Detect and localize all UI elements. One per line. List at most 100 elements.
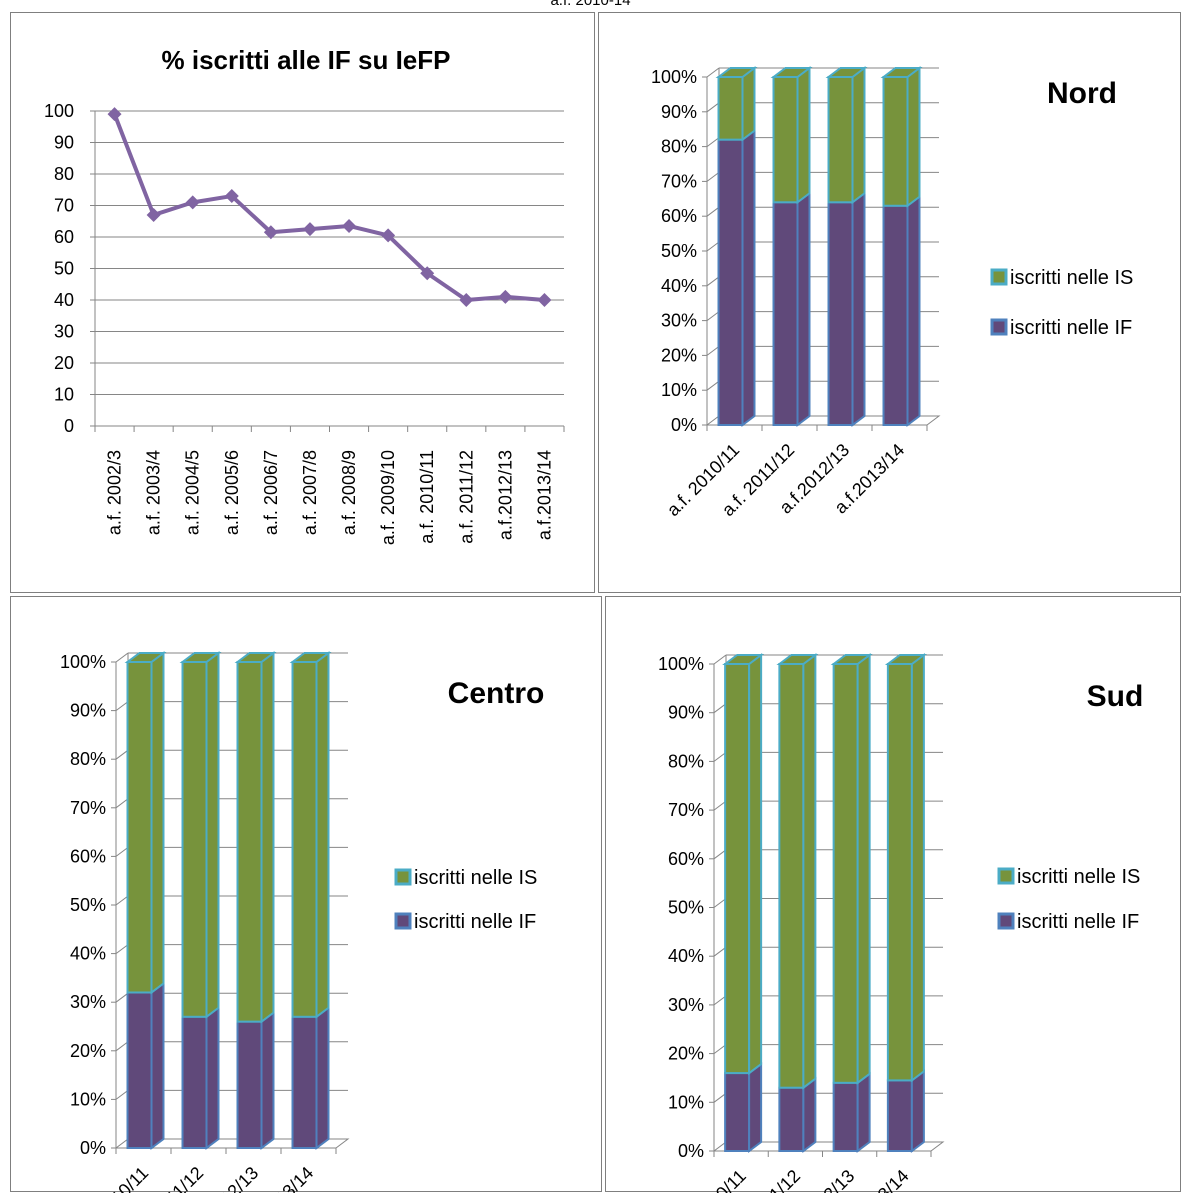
- data-point: [263, 225, 278, 240]
- data-point: [107, 107, 122, 122]
- y-tick-label: 80%: [661, 137, 697, 157]
- chart-title: Centro: [448, 677, 545, 710]
- legend-swatch: [394, 868, 412, 886]
- y-tick-label: 40%: [70, 944, 106, 964]
- y-tick-label: 100: [44, 101, 74, 121]
- legend-swatch: [997, 912, 1015, 930]
- y-tick-label: 50: [54, 259, 74, 279]
- y-tick-label: 60: [54, 227, 74, 247]
- bar-segment: [772, 201, 799, 426]
- bar-side: [150, 651, 165, 995]
- bar-side: [150, 981, 165, 1150]
- bar-top: [880, 67, 923, 78]
- bar-side: [741, 66, 756, 142]
- gridline-depth: [115, 895, 129, 906]
- y-tick-label: 10%: [70, 1089, 106, 1109]
- bar-side: [906, 66, 921, 208]
- legend-label: iscritti nelle IF: [1010, 317, 1132, 339]
- gridline-depth: [115, 846, 129, 857]
- bar-segment: [827, 201, 854, 426]
- bar-top: [715, 67, 758, 78]
- bar-side: [260, 1010, 275, 1150]
- gridline-depth: [706, 276, 720, 287]
- bar-side: [796, 191, 811, 427]
- y-tick-label: 60%: [668, 849, 704, 869]
- bar-segment: [291, 1015, 318, 1149]
- y-tick-label: 10%: [661, 380, 697, 400]
- bar-segment: [778, 663, 805, 1089]
- y-tick-label: 90%: [70, 701, 106, 721]
- y-tick-label: 0: [64, 416, 74, 436]
- bar-side: [856, 1071, 871, 1153]
- line-chart: % iscritti alle IF su IeFP 0 10 20 30 40 50 60 7…: [44, 45, 565, 545]
- legend-label: iscritti nelle IF: [1017, 911, 1139, 933]
- bar-side: [205, 651, 220, 1019]
- sud-stacked-bar-chart: Sud 0% 10% 20% 30% 40% 50% 60% 70% 80% 90% 100% a.f.…: [658, 653, 1143, 1193]
- x-tick-label: a.f. 2010/11: [670, 1166, 750, 1193]
- y-tick-label: 20%: [661, 345, 697, 365]
- gridline-depth: [713, 703, 727, 714]
- gridline-depth: [115, 992, 129, 1003]
- gridline-depth: [706, 102, 720, 113]
- y-tick-label: 60%: [661, 206, 697, 226]
- bar-side: [315, 1005, 330, 1150]
- y-tick-label: 30%: [668, 995, 704, 1015]
- nord-stacked-bar-chart: Nord0%10%20%30%40%50%60%70%80%90%100%a.f…: [651, 66, 1133, 520]
- bar-segment: [882, 204, 909, 426]
- gridline-depth: [115, 798, 129, 809]
- gridline-depth: [713, 800, 727, 811]
- bar-side: [851, 66, 866, 205]
- chart-panel-nord: Nord 0% 10% 20% 30% 40% 50% 60% 70% 80% 90% 100% a.f…: [598, 12, 1181, 593]
- y-tick-label: 70%: [70, 798, 106, 818]
- legend-swatch: [990, 268, 1008, 286]
- x-tick-label: a.f. 2010/11: [417, 450, 437, 544]
- y-tick-label: 30%: [661, 311, 697, 331]
- bar-segment: [181, 661, 208, 1018]
- gridline-depth: [115, 701, 129, 711]
- bar-segment: [181, 1015, 208, 1149]
- bar-side: [802, 1076, 817, 1153]
- x-tick-label: a.f. 2009/10: [378, 450, 398, 545]
- bar-segment: [126, 991, 153, 1150]
- x-tick-label: a.f. 2011/12: [456, 450, 476, 544]
- x-tick-label: a.f. 2003/4: [144, 450, 164, 535]
- bar-side: [748, 1062, 763, 1153]
- gridline-depth: [115, 749, 129, 760]
- data-point: [146, 207, 161, 222]
- centro-stacked-bar-chart: Centro 0% 10% 20% 30% 40% 50% 60% 70% 80% 90% 100% a…: [60, 651, 545, 1193]
- bar-segment: [827, 76, 854, 204]
- bar-segment: [236, 661, 263, 1023]
- chart-title: % iscritti alle IF su IeFP: [162, 45, 451, 75]
- chart-panel-centro: Centro 0% 10% 20% 30% 40% 50% 60% 70% 80% 90% 100% a…: [10, 596, 602, 1193]
- gridline-depth: [115, 1089, 129, 1100]
- x-tick-label: a.f. 2010/11: [72, 1163, 152, 1193]
- y-tick-label: 0%: [678, 1141, 704, 1161]
- bar-segment: [236, 1020, 263, 1150]
- bar-side: [315, 651, 330, 1019]
- y-tick-label: 50%: [661, 241, 697, 261]
- bar-segment: [832, 663, 859, 1084]
- gridline-depth: [713, 751, 727, 762]
- y-tick-label: 40: [54, 290, 74, 310]
- gridline-depth: [706, 171, 720, 182]
- data-point: [381, 228, 396, 243]
- gridline-depth: [115, 1041, 129, 1052]
- bar-segment: [291, 661, 318, 1018]
- y-tick-label: 70: [54, 196, 74, 216]
- y-tick-label: 60%: [70, 846, 106, 866]
- bar-top: [770, 67, 813, 78]
- bar-side: [906, 194, 921, 427]
- bar-top: [124, 652, 167, 663]
- y-tick-label: 90: [54, 133, 74, 153]
- data-point: [224, 189, 239, 204]
- chart-panel-sud: Sud 0% 10% 20% 30% 40% 50% 60% 70% 80% 90% 100% a.f.…: [605, 596, 1181, 1193]
- y-tick-label: 40%: [661, 276, 697, 296]
- bar-side: [796, 66, 811, 205]
- x-tick-label: a.f. 2004/5: [183, 450, 203, 535]
- x-tick-label: a.f.2012/13: [495, 450, 515, 540]
- bar-top: [179, 652, 222, 663]
- y-tick-label: 100%: [658, 654, 704, 674]
- bar-segment: [832, 1081, 859, 1153]
- y-tick-label: 30: [54, 322, 74, 342]
- gridline-depth: [706, 241, 720, 252]
